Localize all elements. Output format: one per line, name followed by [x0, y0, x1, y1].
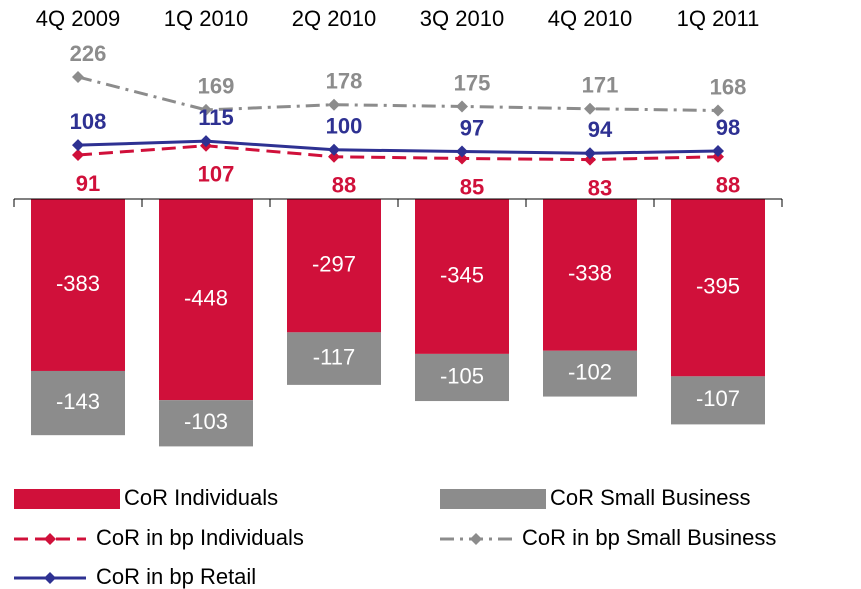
bar — [415, 199, 509, 354]
point — [72, 70, 84, 83]
legend-label: CoR in bp Small Business — [522, 525, 776, 550]
x-tick-label: 2Q 2010 — [292, 6, 376, 31]
data-label: 94 — [588, 117, 613, 142]
point — [72, 139, 84, 152]
x-tick-label: 1Q 2010 — [164, 6, 248, 31]
legend-marker — [44, 572, 56, 584]
point — [712, 104, 724, 117]
point — [712, 144, 724, 157]
point — [456, 152, 468, 165]
bar — [31, 199, 125, 371]
line — [77, 75, 719, 112]
point — [328, 150, 340, 163]
data-label: 226 — [70, 41, 107, 66]
data-label: 88 — [716, 173, 740, 198]
bar — [543, 350, 637, 397]
data-label: 100 — [326, 114, 363, 139]
data-label: 88 — [332, 173, 356, 198]
point — [328, 98, 340, 111]
data-label: 85 — [460, 174, 484, 199]
bar-label: -107 — [696, 386, 740, 411]
legend-label: CoR Small Business — [550, 485, 751, 510]
line — [77, 139, 719, 155]
point — [72, 149, 84, 162]
bar — [543, 199, 637, 351]
bar — [31, 370, 125, 436]
data-label: 97 — [460, 115, 484, 140]
point — [584, 102, 596, 115]
point — [584, 153, 596, 166]
bar-label: -103 — [184, 409, 228, 434]
bar-label: -143 — [56, 389, 100, 414]
point — [200, 103, 212, 116]
legend-swatch — [14, 489, 120, 509]
legend-marker — [44, 533, 56, 545]
bar — [287, 199, 381, 333]
x-tick-label: 3Q 2010 — [420, 6, 504, 31]
data-label: 169 — [198, 74, 235, 99]
bar — [159, 400, 253, 447]
data-label: 108 — [70, 109, 107, 134]
point — [328, 143, 340, 156]
data-label: 98 — [716, 115, 740, 140]
bar-label: -448 — [184, 285, 228, 310]
bar-label: -297 — [312, 251, 356, 276]
data-label: 178 — [326, 69, 363, 94]
point — [200, 135, 212, 148]
point — [456, 145, 468, 158]
bar — [671, 376, 765, 425]
data-label: 83 — [588, 175, 612, 200]
data-label: 115 — [198, 105, 234, 130]
bar — [671, 199, 765, 377]
data-label: 91 — [76, 171, 100, 196]
bar-label: -117 — [313, 344, 355, 369]
legend-label: CoR in bp Retail — [96, 564, 256, 589]
bar-label: -105 — [440, 363, 484, 388]
bar-label: -102 — [568, 359, 612, 384]
legend-swatch — [440, 489, 546, 509]
legend-label: CoR in bp Individuals — [96, 525, 304, 550]
bar — [159, 199, 253, 401]
legend-label: CoR Individuals — [124, 485, 278, 510]
x-tick-label: 1Q 2011 — [677, 6, 760, 31]
data-label: 107 — [198, 162, 235, 187]
data-label: 168 — [710, 74, 747, 99]
x-tick-label: 4Q 2010 — [548, 6, 632, 31]
x-tick-label: 4Q 2009 — [36, 6, 120, 31]
point — [456, 100, 468, 113]
bar-label: -395 — [696, 273, 740, 298]
data-label: 175 — [454, 70, 491, 95]
bar-label: -338 — [568, 261, 612, 286]
data-label: 171 — [582, 73, 619, 98]
bar-label: -383 — [56, 271, 100, 296]
bar-label: -345 — [440, 262, 484, 287]
bar — [415, 353, 509, 402]
line — [77, 144, 719, 162]
point — [584, 147, 596, 160]
legend-marker — [470, 533, 482, 545]
bar — [287, 332, 381, 385]
